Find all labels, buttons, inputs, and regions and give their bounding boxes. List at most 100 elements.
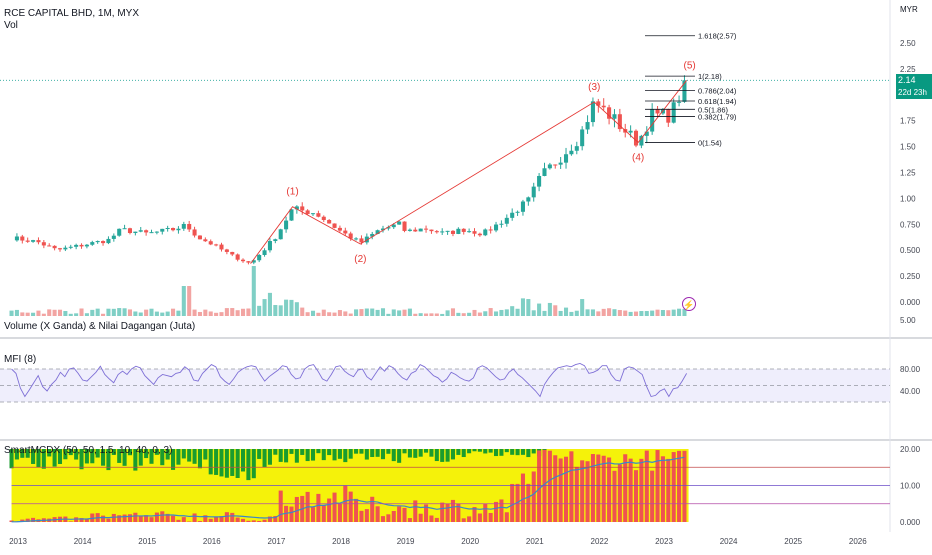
candle xyxy=(569,150,574,155)
smi-red-bar xyxy=(440,502,445,522)
candle xyxy=(95,241,100,243)
candle xyxy=(510,212,515,218)
smi-green-bar xyxy=(187,449,192,462)
smi-green-bar xyxy=(41,449,46,469)
smi-red-bar xyxy=(111,513,116,522)
volume-bar xyxy=(429,313,434,316)
candle xyxy=(122,228,127,230)
smi-red-bar xyxy=(327,498,332,522)
volume-bar xyxy=(52,309,57,316)
candle xyxy=(386,227,391,229)
candle xyxy=(57,248,63,250)
smi-green-bar xyxy=(413,449,418,458)
smi-red-bar xyxy=(257,520,262,522)
volume-tick-label: 5.00 xyxy=(900,316,916,325)
candle xyxy=(671,102,676,123)
smi-tick-label: 0.000 xyxy=(900,518,921,527)
x-tick-label: 2014 xyxy=(74,537,92,546)
volume-bar xyxy=(95,308,100,316)
wave-label: (3) xyxy=(588,82,600,93)
smi-green-bar xyxy=(101,449,106,466)
x-tick-label: 2023 xyxy=(655,537,673,546)
smi-green-bar xyxy=(526,449,531,458)
volume-bar xyxy=(499,309,504,316)
smi-red-bar xyxy=(149,517,154,522)
smi-green-bar xyxy=(203,449,208,460)
smartmcdx-title: SmartMCDX (50, 50, 1.5, 10, 40, 0, 3) xyxy=(4,445,173,456)
volume-bar xyxy=(472,309,477,316)
candle xyxy=(327,220,332,224)
volume-bar xyxy=(407,308,412,316)
fib-level-label: 0.382(1.79) xyxy=(698,113,737,122)
volume-bar xyxy=(171,308,176,316)
x-tick-label: 2024 xyxy=(720,537,738,546)
volume-bar xyxy=(278,305,283,316)
volume-bar xyxy=(90,309,95,316)
smi-green-bar xyxy=(57,449,63,465)
candle xyxy=(230,251,235,255)
candle xyxy=(165,228,170,230)
smi-red-bar xyxy=(122,514,127,522)
smi-green-bar xyxy=(52,449,57,467)
smi-green-bar xyxy=(434,449,439,462)
candle xyxy=(644,131,649,136)
candle xyxy=(477,233,482,236)
smi-green-bar xyxy=(305,449,310,462)
candle xyxy=(354,238,359,240)
fib-level-label: 0(1.54) xyxy=(698,138,722,147)
smi-red-bar xyxy=(574,466,579,522)
candle xyxy=(397,221,402,225)
candle xyxy=(407,229,412,231)
smi-red-bar xyxy=(262,519,267,522)
volume-bar xyxy=(47,309,52,316)
smi-red-bar xyxy=(354,498,359,522)
countdown-tag: 22d 23h xyxy=(896,86,932,99)
volume-bar xyxy=(612,309,617,316)
smi-red-bar xyxy=(418,513,423,522)
candle xyxy=(63,247,68,250)
smi-green-bar xyxy=(176,449,181,465)
smi-red-bar xyxy=(504,512,509,522)
candle xyxy=(187,223,192,230)
lightning-icon[interactable]: ⚡ xyxy=(682,297,696,311)
smi-red-bar xyxy=(461,518,466,522)
volume-bar xyxy=(214,312,219,316)
x-tick-label: 2016 xyxy=(203,537,221,546)
symbol-title[interactable]: RCE CAPITAL BHD, 1M, MYX xyxy=(4,8,140,19)
smi-red-bar xyxy=(660,456,665,522)
x-tick-label: 2020 xyxy=(461,537,479,546)
smi-red-bar xyxy=(391,510,396,522)
candle xyxy=(337,227,342,231)
volume-bar xyxy=(596,311,601,316)
volume-bar xyxy=(240,308,246,316)
volume-bar xyxy=(9,310,14,316)
smi-green-bar xyxy=(515,449,520,456)
candle xyxy=(590,101,595,123)
smi-red-bar xyxy=(197,521,202,522)
smi-red-bar xyxy=(370,496,375,522)
smi-red-bar xyxy=(633,470,639,522)
price-tick-label: 2.25 xyxy=(900,65,916,74)
candle xyxy=(607,107,612,119)
smi-green-bar xyxy=(504,449,509,453)
volume-bar xyxy=(520,298,525,316)
volume-bar xyxy=(644,311,649,316)
candle xyxy=(639,135,644,146)
price-tick-label: 0.750 xyxy=(900,220,921,229)
volume-bar xyxy=(273,305,278,316)
candle xyxy=(596,101,601,106)
candle xyxy=(117,228,122,236)
candle xyxy=(25,240,30,242)
candle xyxy=(84,244,89,247)
smi-red-bar xyxy=(445,503,450,522)
volume-bar xyxy=(337,310,342,316)
candle xyxy=(214,244,219,246)
smi-red-bar xyxy=(127,514,133,522)
smi-red-bar xyxy=(31,517,36,522)
smi-green-bar xyxy=(9,449,14,469)
candle xyxy=(488,229,493,231)
volume-bar xyxy=(483,311,488,316)
smi-green-bar xyxy=(79,449,84,470)
smi-green-bar xyxy=(127,449,133,456)
smi-red-bar xyxy=(154,512,159,522)
